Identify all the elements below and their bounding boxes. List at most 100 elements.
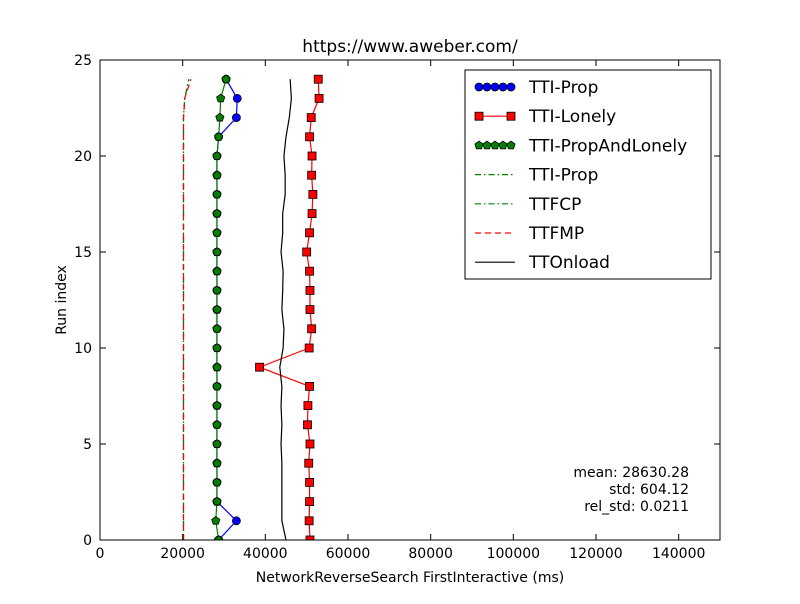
- data-point-1-14: [305, 266, 314, 276]
- legend-marker: [474, 140, 484, 150]
- data-point-1-4: [304, 458, 314, 468]
- tick-labels: 0 20000 40000 60000 80000 100000 120000 140000 0…: [74, 53, 705, 562]
- data-point-0-1: [231, 516, 241, 526]
- x-tick-label: 80000: [408, 546, 453, 562]
- data-point-2-7: [212, 400, 222, 410]
- legend: TTI-Prop TTI-Lonely TTI-PropAndLonely TTI-P…: [464, 69, 712, 280]
- x-tick-label: 120000: [569, 546, 622, 562]
- data-point-1-17: [307, 209, 317, 219]
- legend-marker: [506, 82, 516, 92]
- legend-item-2: TTI-PropAndLonely: [474, 136, 687, 156]
- legend-item-6: TTOnload: [475, 253, 610, 273]
- data-point-2-2: [212, 496, 222, 506]
- series-line-5: [182, 79, 192, 540]
- data-point-2-5: [212, 439, 222, 448]
- data-point-2-3: [212, 477, 222, 487]
- legend-item-0: TTI-Prop: [474, 78, 598, 98]
- data-point-1-19: [307, 170, 317, 180]
- data-point-1-1: [304, 516, 314, 526]
- data-point-2-1: [211, 516, 221, 525]
- legend-label: TTI-Prop: [528, 166, 598, 186]
- data-point-2-16: [212, 228, 222, 237]
- data-point-1-13: [305, 285, 315, 295]
- plot-area: [182, 74, 324, 540]
- data-point-1-21: [305, 132, 314, 142]
- x-tick-label: 0: [96, 546, 105, 562]
- data-point-2-17: [212, 208, 222, 218]
- legend-marker: [474, 111, 484, 121]
- x-tick-label: 40000: [243, 546, 288, 562]
- data-point-0-23: [232, 94, 242, 103]
- legend-item-3: TTI-Prop: [475, 166, 598, 186]
- series-1: [255, 74, 324, 540]
- x-tick-label: 100000: [487, 546, 540, 562]
- legend-label: TTI-PropAndLonely: [528, 136, 687, 156]
- data-point-2-10: [212, 343, 222, 352]
- series-5: [182, 79, 192, 540]
- chart-title: https://www.aweber.com/: [302, 37, 518, 57]
- data-point-2-15: [212, 247, 222, 256]
- data-point-1-9: [255, 362, 264, 372]
- annotation-line: mean: 28630.28: [573, 465, 689, 481]
- legend-item-4: TTFCP: [475, 195, 581, 215]
- data-point-1-2: [305, 497, 314, 507]
- legend-marker: [482, 82, 492, 92]
- x-tick-label: 20000: [160, 546, 205, 562]
- data-point-2-24: [221, 74, 231, 84]
- data-point-2-8: [212, 381, 222, 391]
- axes-frame: [99, 59, 721, 541]
- legend-label: TTI-Prop: [528, 78, 598, 98]
- annotation-line: rel_std: 0.0211: [584, 499, 689, 515]
- data-point-1-6: [303, 420, 312, 430]
- data-point-1-18: [308, 189, 318, 199]
- data-point-1-11: [307, 324, 317, 334]
- data-point-2-23: [216, 93, 226, 103]
- y-tick-label: 5: [83, 437, 92, 453]
- legend-label: TTOnload: [528, 253, 610, 273]
- data-point-2-19: [212, 170, 222, 180]
- data-point-1-15: [302, 247, 312, 257]
- legend-marker: [506, 111, 516, 121]
- x-axis-label: NetworkReverseSearch FirstInteractive (m…: [256, 570, 564, 586]
- data-point-1-5: [305, 439, 315, 449]
- data-point-1-3: [305, 477, 314, 487]
- series-6: [279, 79, 292, 540]
- legend-item-1: TTI-Lonely: [474, 107, 616, 127]
- legend-marker: [490, 140, 500, 150]
- data-point-2-4: [212, 458, 222, 468]
- data-point-2-20: [212, 151, 222, 160]
- data-point-2-11: [212, 324, 222, 333]
- data-point-2-0: [214, 535, 224, 540]
- y-tick-label: 25: [74, 53, 92, 69]
- legend-label: TTFMP: [528, 224, 584, 244]
- legend-label: TTFCP: [528, 195, 581, 215]
- legend-marker: [490, 82, 500, 92]
- data-point-1-8: [305, 381, 314, 391]
- data-point-2-22: [215, 112, 225, 122]
- axes: [99, 59, 721, 541]
- legend-marker: [482, 140, 492, 150]
- x-tick-label: 60000: [326, 546, 371, 562]
- legend-item-5: TTFMP: [475, 224, 584, 244]
- data-point-1-7: [303, 401, 313, 411]
- data-point-2-12: [212, 304, 222, 314]
- legend-marker: [506, 140, 516, 150]
- y-tick-label: 15: [74, 245, 92, 261]
- data-point-2-18: [212, 189, 222, 199]
- y-tick-label: 0: [83, 533, 92, 549]
- legend-marker: [498, 140, 508, 150]
- data-point-1-24: [313, 74, 323, 84]
- data-point-2-13: [212, 285, 222, 295]
- series-2: [211, 74, 231, 540]
- data-point-1-16: [305, 228, 314, 238]
- data-point-1-12: [305, 305, 315, 315]
- data-point-1-0: [305, 535, 315, 540]
- data-point-0-22: [231, 113, 241, 122]
- data-point-2-21: [214, 132, 224, 141]
- legend-label: TTI-Lonely: [528, 107, 616, 127]
- legend-marker: [498, 82, 508, 92]
- data-point-1-23: [314, 94, 324, 103]
- data-point-2-14: [212, 266, 222, 276]
- y-tick-label: 10: [74, 341, 92, 357]
